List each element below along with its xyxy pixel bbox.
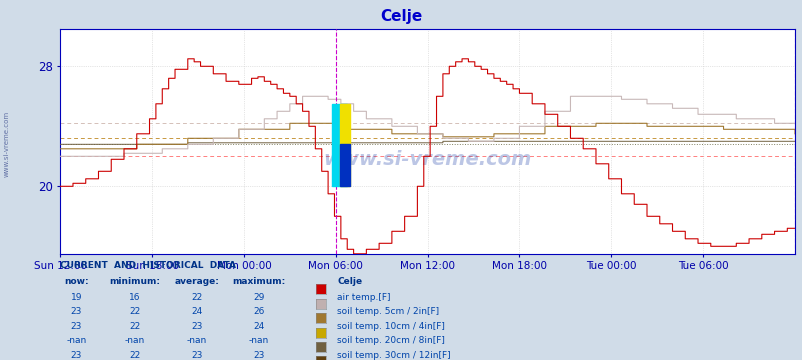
Text: now:: now: <box>64 277 88 286</box>
Text: soil temp. 5cm / 2in[F]: soil temp. 5cm / 2in[F] <box>337 307 439 316</box>
Text: 23: 23 <box>71 351 82 360</box>
Text: maximum:: maximum: <box>232 277 285 286</box>
Text: 23: 23 <box>71 322 82 331</box>
Bar <box>331 104 346 186</box>
Text: -nan: -nan <box>66 336 87 345</box>
Text: 16: 16 <box>129 293 140 302</box>
Text: 22: 22 <box>191 293 202 302</box>
Text: -nan: -nan <box>248 336 269 345</box>
Text: minimum:: minimum: <box>109 277 160 286</box>
Bar <box>339 104 350 186</box>
Text: Celje: Celje <box>380 9 422 24</box>
Text: 22: 22 <box>129 351 140 360</box>
Text: soil temp. 10cm / 4in[F]: soil temp. 10cm / 4in[F] <box>337 322 444 331</box>
Text: 23: 23 <box>253 351 264 360</box>
Text: 23: 23 <box>191 351 202 360</box>
Text: -nan: -nan <box>186 336 207 345</box>
Text: 19: 19 <box>71 293 82 302</box>
Text: 22: 22 <box>129 307 140 316</box>
Text: air temp.[F]: air temp.[F] <box>337 293 391 302</box>
Text: www.si-vreme.com: www.si-vreme.com <box>3 111 10 177</box>
Text: 24: 24 <box>191 307 202 316</box>
Text: 22: 22 <box>129 322 140 331</box>
Text: soil temp. 20cm / 8in[F]: soil temp. 20cm / 8in[F] <box>337 336 444 345</box>
Bar <box>339 144 350 186</box>
Text: soil temp. 30cm / 12in[F]: soil temp. 30cm / 12in[F] <box>337 351 451 360</box>
Text: 26: 26 <box>253 307 264 316</box>
Text: 29: 29 <box>253 293 264 302</box>
Text: CURRENT  AND  HISTORICAL  DATA: CURRENT AND HISTORICAL DATA <box>60 261 236 270</box>
Text: 23: 23 <box>191 322 202 331</box>
Text: 24: 24 <box>253 322 264 331</box>
Text: -nan: -nan <box>124 336 145 345</box>
Text: www.si-vreme.com: www.si-vreme.com <box>323 150 531 169</box>
Text: 23: 23 <box>71 307 82 316</box>
Text: Celje: Celje <box>337 277 362 286</box>
Text: average:: average: <box>174 277 219 286</box>
